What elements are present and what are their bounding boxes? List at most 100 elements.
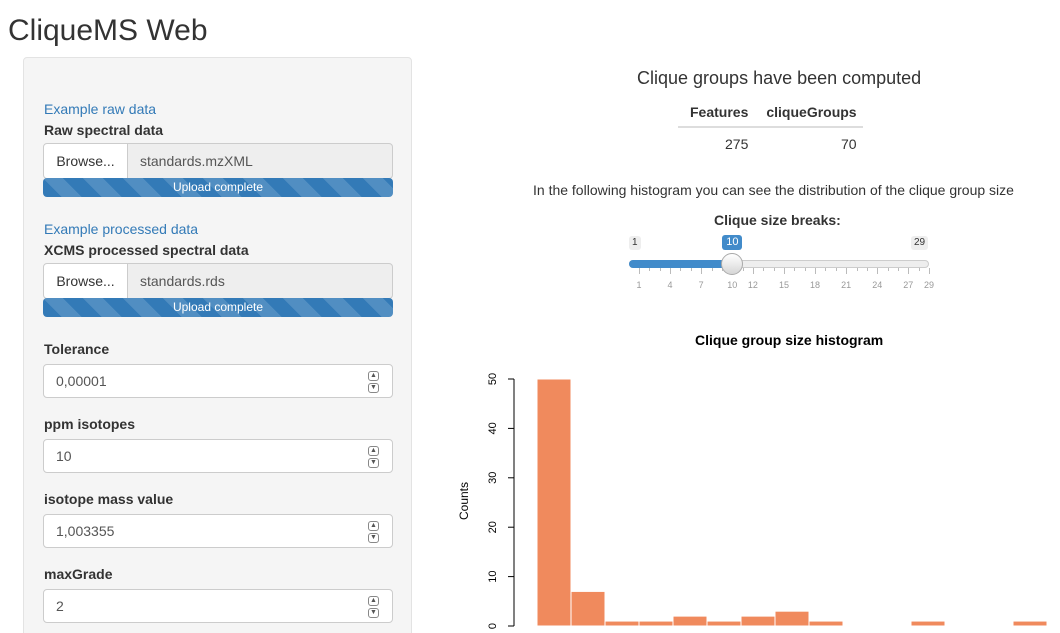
slider-tick xyxy=(784,268,785,274)
slider-tick xyxy=(929,268,930,274)
slider-tick xyxy=(763,268,765,271)
slider-label: Clique size breaks: xyxy=(714,212,841,228)
slider-value-label: 10 xyxy=(722,235,743,250)
slider-tick xyxy=(649,268,651,271)
slider-tick-label: 12 xyxy=(747,280,758,290)
histogram-title: Clique group size histogram xyxy=(695,332,884,348)
spin-up-icon[interactable]: ▲ xyxy=(368,521,379,531)
slider-tick-label: 18 xyxy=(810,280,821,290)
isotope-mass-spinner[interactable]: ▲ ▼ xyxy=(368,521,380,543)
processed-file-input: Browse... standards.rds xyxy=(43,263,393,299)
processed-upload-progress: Upload complete xyxy=(43,298,393,317)
slider-tick xyxy=(908,268,910,274)
y-tick-label: 50 xyxy=(487,373,499,385)
histogram-bar xyxy=(536,378,572,627)
slider-tick-label: 1 xyxy=(636,280,642,290)
y-tick-label: 40 xyxy=(487,422,499,434)
slider-tick-label: 24 xyxy=(872,280,883,290)
slider-tick xyxy=(897,268,899,271)
example-raw-data-link[interactable]: Example raw data xyxy=(44,101,157,117)
processed-file-name[interactable]: standards.rds xyxy=(128,263,393,299)
slider-tick xyxy=(639,268,640,274)
table-cell: 275 xyxy=(725,136,749,152)
ppm-isotopes-spinner[interactable]: ▲ ▼ xyxy=(368,446,380,468)
isotope-mass-label: isotope mass value xyxy=(44,491,174,507)
spin-down-icon[interactable]: ▼ xyxy=(368,383,379,393)
isotope-mass-value: 1,003355 xyxy=(56,523,115,539)
slider-tick xyxy=(794,268,796,271)
isotope-mass-input[interactable]: 1,003355 ▲ ▼ xyxy=(43,514,393,548)
raw-data-label: Raw spectral data xyxy=(44,122,164,138)
spin-up-icon[interactable]: ▲ xyxy=(368,596,379,606)
max-grade-spinner[interactable]: ▲ ▼ xyxy=(368,596,380,618)
y-tick-label: 0 xyxy=(487,623,499,629)
slider-tick-label: 15 xyxy=(778,280,790,290)
app-title: CliqueMS Web xyxy=(8,14,208,47)
summary-table: Features cliqueGroups 275 70 xyxy=(678,100,863,156)
tolerance-spinner[interactable]: ▲ ▼ xyxy=(368,371,380,393)
y-tick-label: 10 xyxy=(487,570,499,582)
results-heading: Clique groups have been computed xyxy=(637,68,922,88)
slider-tick-label: 29 xyxy=(923,280,935,290)
processed-browse-button[interactable]: Browse... xyxy=(43,263,128,299)
slider-tick xyxy=(846,268,848,274)
ppm-isotopes-input[interactable]: 10 ▲ ▼ xyxy=(43,439,393,473)
spin-up-icon[interactable]: ▲ xyxy=(368,371,379,381)
slider-tick-label: 21 xyxy=(841,280,852,290)
sidebar-panel: Example raw data Raw spectral data Brows… xyxy=(23,57,412,633)
example-processed-data-link[interactable]: Example processed data xyxy=(44,221,199,237)
raw-browse-button[interactable]: Browse... xyxy=(43,143,128,179)
histogram-chart: Counts 0 10 20 30 40 50 xyxy=(457,373,1048,629)
slider-max-label: 29 xyxy=(911,236,929,250)
ppm-isotopes-label: ppm isotopes xyxy=(44,416,136,432)
slider-tick xyxy=(825,268,827,271)
raw-file-name[interactable]: standards.mzXML xyxy=(128,143,393,179)
spin-down-icon[interactable]: ▼ xyxy=(368,608,379,618)
slider-tick xyxy=(742,268,744,271)
tolerance-label: Tolerance xyxy=(44,341,110,357)
histogram-bar xyxy=(808,620,844,627)
slider-tick xyxy=(680,268,682,271)
histogram-bar xyxy=(570,590,606,627)
max-grade-value: 2 xyxy=(56,598,64,614)
slider-tick-label: 10 xyxy=(727,280,738,290)
histogram-bar xyxy=(1012,620,1048,627)
slider-tick xyxy=(918,268,920,271)
slider-tick xyxy=(711,268,713,271)
clique-size-slider[interactable]: 1 29 10 1 4 7 10 12 15 18 21 24 27 29 xyxy=(629,235,934,292)
slider-tick xyxy=(690,268,692,271)
slider-tick-label: 4 xyxy=(667,280,673,290)
y-tick-label: 30 xyxy=(487,472,499,484)
slider-tick xyxy=(815,268,817,274)
max-grade-label: maxGrade xyxy=(44,566,113,582)
spin-down-icon[interactable]: ▼ xyxy=(368,533,379,543)
y-axis-label: Counts xyxy=(457,482,471,520)
slider-handle[interactable] xyxy=(721,253,744,275)
slider-tick xyxy=(866,268,868,271)
histogram-description: In the following histogram you can see t… xyxy=(533,182,1014,198)
table-header-row: Features cliqueGroups xyxy=(678,100,863,128)
spin-up-icon[interactable]: ▲ xyxy=(368,446,379,456)
histogram-bar xyxy=(638,620,674,627)
slider-tick xyxy=(887,268,889,271)
slider-tick xyxy=(877,268,879,274)
table-cell: 70 xyxy=(841,136,857,152)
slider-tick xyxy=(856,268,858,271)
table-header: Features xyxy=(678,100,755,128)
histogram-bar xyxy=(740,615,776,627)
slider-tick-label: 27 xyxy=(903,280,914,290)
spin-down-icon[interactable]: ▼ xyxy=(368,458,379,468)
raw-file-input: Browse... standards.mzXML xyxy=(43,143,393,179)
slider-tick-label: 7 xyxy=(698,280,704,290)
max-grade-input[interactable]: 2 ▲ ▼ xyxy=(43,589,393,623)
y-tick-label: 20 xyxy=(487,521,499,533)
slider-tick xyxy=(773,268,775,271)
slider-tick xyxy=(752,268,754,274)
slider-tick xyxy=(835,268,837,271)
tolerance-input[interactable]: 0,00001 ▲ ▼ xyxy=(43,364,393,398)
tolerance-value: 0,00001 xyxy=(56,373,107,389)
histogram-bar xyxy=(672,615,708,627)
slider-min-label: 1 xyxy=(629,236,641,250)
slider-fill xyxy=(629,260,733,268)
processed-data-label: XCMS processed spectral data xyxy=(44,242,249,258)
